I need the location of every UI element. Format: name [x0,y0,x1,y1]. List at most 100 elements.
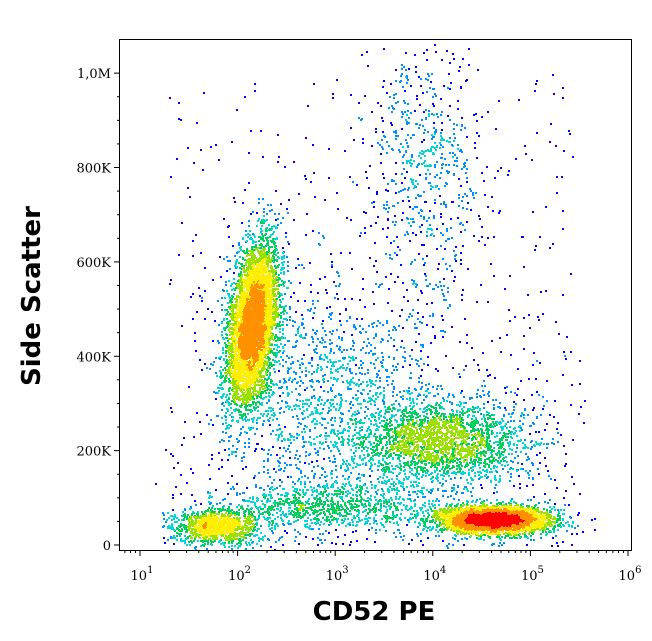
event-dot [217,392,219,394]
event-dot [229,297,231,299]
event-dot [255,304,257,306]
event-dot [286,312,288,314]
event-dot [254,379,256,381]
event-dot [234,289,236,291]
event-dot [278,360,280,362]
event-dot [231,331,233,333]
event-dot [246,248,248,250]
event-dot [272,293,274,295]
event-dot [243,360,245,362]
event-dot [261,328,263,330]
event-dot [241,359,243,361]
event-dot [225,362,227,364]
event-dot [268,224,270,226]
event-dot [265,272,267,274]
event-dot [256,395,258,397]
event-dot [265,307,267,309]
event-dot [244,346,246,348]
event-dot [264,368,266,370]
event-dot [255,320,257,322]
event-dot [272,313,274,315]
event-dot [243,251,245,253]
event-dot [226,334,228,336]
event-dot [248,323,250,325]
event-dot [496,503,498,505]
event-dot [271,319,273,321]
event-dot [234,386,236,388]
event-dot [254,284,256,286]
event-dot [258,317,260,319]
event-dot [253,268,255,270]
event-dot [236,319,238,321]
event-dot [229,346,231,348]
event-dot [252,357,254,359]
event-dot [231,412,233,414]
event-dot [262,261,264,263]
event-dot [278,274,280,276]
event-dot [283,271,285,273]
event-dot [252,211,254,213]
event-dot [251,250,253,252]
event-dot [288,243,290,245]
event-dot [247,391,249,393]
event-dot [283,282,285,284]
event-dot [282,359,284,361]
event-dot [244,340,246,342]
event-dot [228,356,230,358]
event-dot [258,265,260,267]
event-dot [266,260,268,262]
event-dot [279,306,281,308]
event-dot [264,248,266,250]
event-dot [266,312,268,314]
event-dot [212,364,214,366]
event-dot [274,242,276,244]
event-dot [252,261,254,263]
event-dot [213,391,215,393]
event-dot [260,360,262,362]
event-dot [264,265,266,267]
event-dot [248,306,250,308]
event-dot [241,263,243,265]
event-dot [267,237,269,239]
event-dot [244,285,246,287]
event-dot [252,365,254,367]
event-dot [270,284,272,286]
event-dot [276,260,278,262]
event-dot [262,391,264,393]
event-dot [278,213,280,215]
event-dot [245,314,247,316]
event-dot [223,327,225,329]
event-dot [260,231,262,233]
event-dot [264,286,266,288]
event-dot [255,241,257,243]
event-dot [264,324,266,326]
event-dot [251,334,253,336]
event-dot [435,519,437,521]
event-dot [221,297,223,299]
event-dot [238,275,240,277]
event-dot [253,249,255,251]
event-dot [224,297,226,299]
event-dot [229,366,231,368]
event-dot [243,297,245,299]
event-dot [239,376,241,378]
event-dot [226,318,228,320]
event-dot [219,441,221,443]
event-dot [528,533,530,535]
event-dot [235,301,237,303]
event-dot [231,333,233,335]
event-dot [511,498,513,500]
event-dot [234,331,236,333]
event-dot [239,384,241,386]
event-dot [237,379,239,381]
event-dot [290,282,292,284]
event-dot [273,231,275,233]
event-dot [260,228,262,230]
event-dot [234,265,236,267]
event-dot [450,511,452,513]
event-dot [254,313,256,315]
event-dot [269,316,271,318]
event-dot [272,359,274,361]
event-dot [275,282,277,284]
